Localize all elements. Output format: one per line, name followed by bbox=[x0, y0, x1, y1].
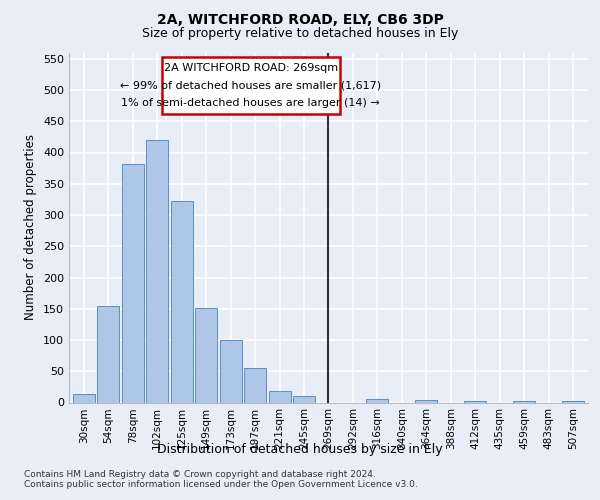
FancyBboxPatch shape bbox=[162, 57, 340, 114]
Bar bbox=[122, 164, 143, 402]
Bar bbox=[415, 400, 437, 402]
Y-axis label: Number of detached properties: Number of detached properties bbox=[25, 134, 37, 320]
Text: ← 99% of detached houses are smaller (1,617): ← 99% of detached houses are smaller (1,… bbox=[120, 80, 382, 90]
Bar bbox=[97, 306, 119, 402]
Text: 2A, WITCHFORD ROAD, ELY, CB6 3DP: 2A, WITCHFORD ROAD, ELY, CB6 3DP bbox=[157, 12, 443, 26]
Bar bbox=[562, 400, 584, 402]
Bar bbox=[73, 394, 95, 402]
Bar bbox=[244, 368, 266, 402]
Text: Size of property relative to detached houses in Ely: Size of property relative to detached ho… bbox=[142, 28, 458, 40]
Bar bbox=[170, 201, 193, 402]
Bar bbox=[269, 391, 290, 402]
Bar bbox=[367, 400, 388, 402]
Text: Contains HM Land Registry data © Crown copyright and database right 2024.
Contai: Contains HM Land Registry data © Crown c… bbox=[24, 470, 418, 490]
Bar bbox=[146, 140, 168, 402]
Bar bbox=[220, 340, 242, 402]
Text: Distribution of detached houses by size in Ely: Distribution of detached houses by size … bbox=[157, 442, 443, 456]
Bar bbox=[293, 396, 315, 402]
Bar bbox=[195, 308, 217, 402]
Text: 1% of semi-detached houses are larger (14) →: 1% of semi-detached houses are larger (1… bbox=[121, 98, 380, 108]
Bar bbox=[514, 401, 535, 402]
Text: 2A WITCHFORD ROAD: 269sqm: 2A WITCHFORD ROAD: 269sqm bbox=[164, 63, 338, 73]
Bar bbox=[464, 400, 487, 402]
